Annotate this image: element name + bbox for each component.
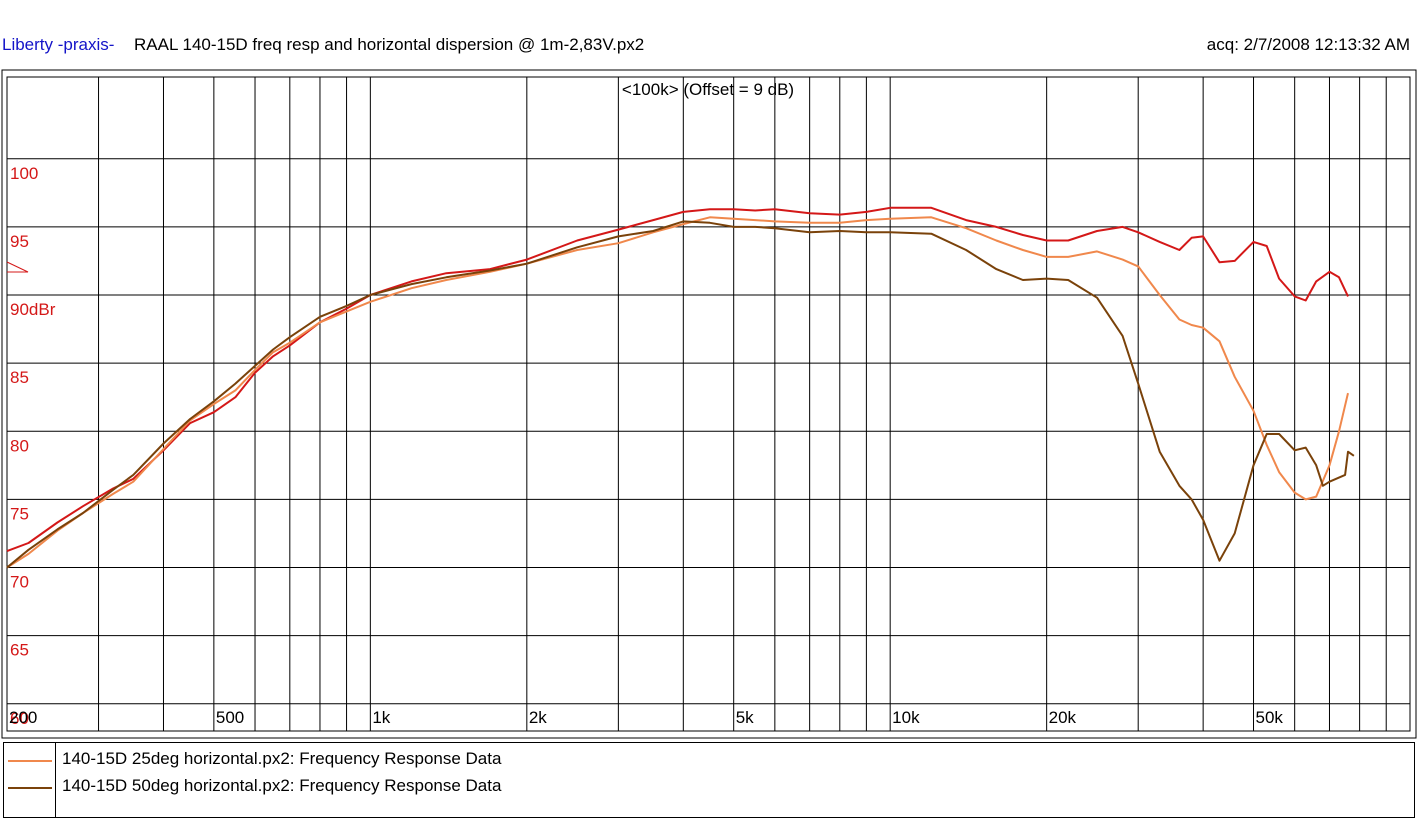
y-tick-label: 60: [10, 709, 29, 728]
legend-item-25deg: 140-15D 25deg horizontal.px2: Frequency …: [4, 749, 704, 771]
series-line-25deg: [6, 216, 1349, 569]
x-tick-label: 20k: [1049, 708, 1077, 727]
plot-area: [6, 76, 1411, 732]
x-tick-label: 5k: [736, 708, 754, 727]
series-lines: [6, 206, 1355, 569]
y-tick-label: 75: [10, 504, 29, 523]
series-line-50deg: [6, 220, 1355, 569]
x-tick-label: 200: [9, 708, 37, 727]
y-axis-labels: 100 95 90dBr 85 80 75 70 65 60: [10, 164, 56, 728]
legend: 140-15D 25deg horizontal.px2: Frequency …: [3, 742, 1415, 818]
series-line-0deg: [6, 206, 1349, 553]
reference-level-marker: [6, 261, 29, 273]
x-tick-label: 500: [216, 708, 244, 727]
legend-item-50deg: 140-15D 50deg horizontal.px2: Frequency …: [4, 776, 704, 798]
legend-swatch-25deg: [8, 760, 52, 762]
y-tick-label: 65: [10, 641, 29, 660]
legend-divider: [55, 743, 56, 817]
legend-label-50deg: 140-15D 50deg horizontal.px2: Frequency …: [62, 776, 502, 795]
x-axis-labels: 200 500 1k 2k 5k 10k 20k 50k: [9, 708, 1283, 727]
y-tick-label: 85: [10, 368, 29, 387]
y-tick-label: 80: [10, 436, 29, 455]
chart-frame: [1, 69, 1417, 739]
offset-annotation: <100k> (Offset = 9 dB): [622, 80, 794, 99]
y-tick-label: 100: [10, 164, 38, 183]
legend-swatch-50deg: [8, 787, 52, 789]
x-tick-label: 1k: [372, 708, 390, 727]
legend-label-25deg: 140-15D 25deg horizontal.px2: Frequency …: [62, 749, 502, 768]
x-tick-label: 10k: [892, 708, 920, 727]
acquisition-timestamp: acq: 2/7/2008 12:13:32 AM: [1206, 35, 1410, 54]
x-tick-label: 2k: [529, 708, 547, 727]
chart-title: RAAL 140-15D freq resp and horizontal di…: [134, 35, 645, 54]
app-name: Liberty -praxis-: [2, 35, 115, 54]
horizontal-gridlines: [7, 158, 1410, 705]
vertical-gridlines: [98, 77, 1387, 731]
x-tick-label: 50k: [1256, 708, 1284, 727]
y-tick-label: 95: [10, 232, 29, 251]
y-tick-label: 70: [10, 573, 29, 592]
y-tick-label: 90dBr: [10, 300, 56, 319]
